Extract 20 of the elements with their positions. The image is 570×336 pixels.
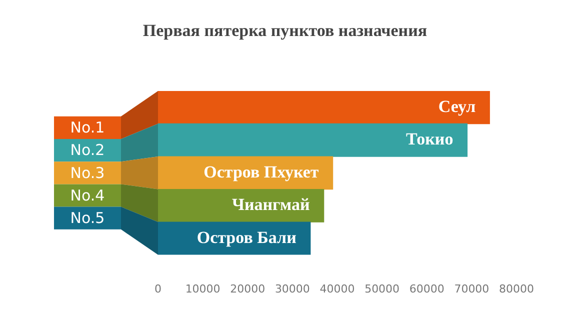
x-tick-label: 0 <box>154 282 162 296</box>
x-tick-label: 70000 <box>454 282 490 296</box>
y-tick-label: Токио <box>406 130 454 149</box>
x-tick-label: 30000 <box>274 282 310 296</box>
x-tick-label: 10000 <box>185 282 220 296</box>
x-tick-label: 60000 <box>409 282 444 296</box>
chart-title: Первая пятерка пунктов назначения <box>142 20 428 42</box>
y-tick-label: Чиангмай <box>232 195 310 214</box>
y-tick-label: Остров Бали <box>196 228 297 247</box>
y-tick-label: Остров Пхукет <box>204 162 320 182</box>
text: No.1 <box>70 118 105 137</box>
x-tick-label: 50000 <box>364 282 400 296</box>
text: No.4 <box>70 186 105 204</box>
y-tick-label: Сеул <box>438 96 476 116</box>
x-tick-label: 80000 <box>499 282 534 296</box>
text: No.3 <box>70 164 105 182</box>
text: No.5 <box>70 209 105 227</box>
x-tick-label: 40000 <box>320 282 355 296</box>
x-tick-label: 20000 <box>230 282 266 296</box>
text: No.2 <box>70 141 105 160</box>
